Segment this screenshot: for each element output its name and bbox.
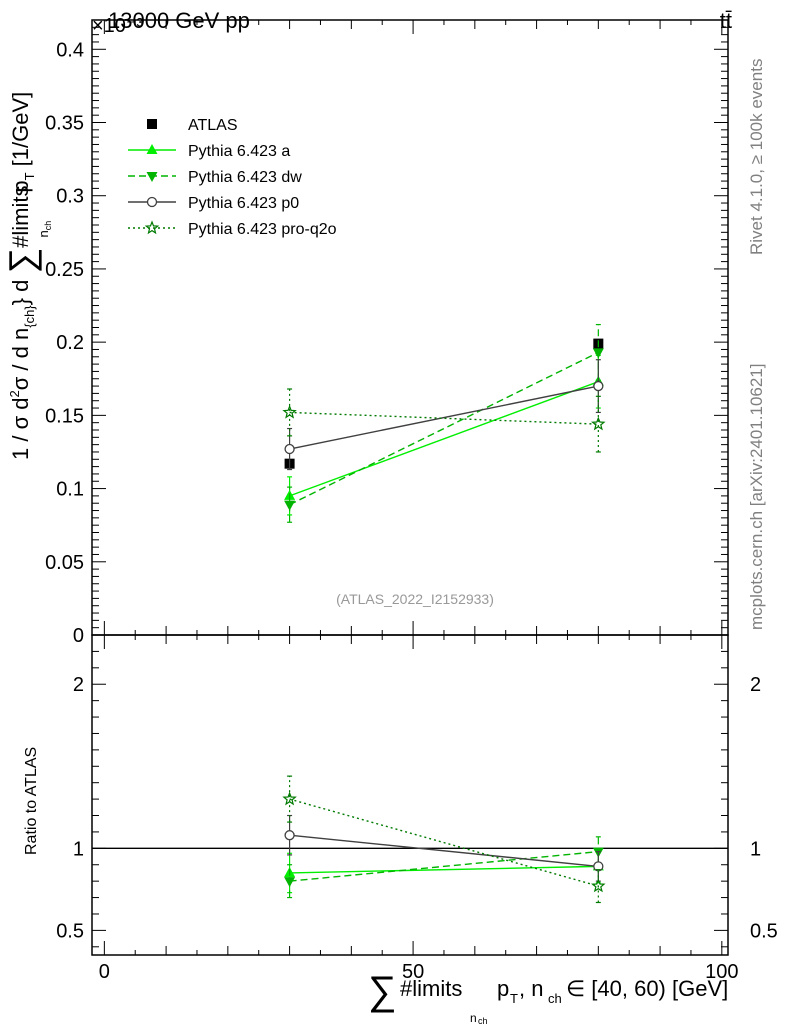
legend-entry-atlas: ATLAS [147, 117, 238, 134]
x-axis-label: ∑ #limits n ch p T , n ch ∈ [40, 60) [Ge… [368, 969, 728, 1024]
x-tick-label: 100 [705, 961, 738, 983]
legend: ATLAS Pythia 6.423 a Pythia 6.423 dw Pythia… [128, 117, 337, 238]
main-line-pythia-6-423-pro-q2o [289, 411, 599, 425]
legend-entry-pythia-6-423-a: Pythia 6.423 a [128, 143, 290, 160]
ratio-y-tick-label: 2 [73, 674, 84, 696]
svg-text:ch: ch [548, 991, 562, 1006]
legend-label: ATLAS [188, 117, 238, 134]
svg-text:n: n [470, 1011, 477, 1024]
svg-text:p: p [497, 976, 509, 1001]
svg-text:, n: , n [519, 976, 543, 1001]
legend-entry-pythia-6-423-dw: Pythia 6.423 dw [128, 169, 302, 186]
ratio-line-pythia-6-423-p0 [289, 834, 599, 868]
legend-label: Pythia 6.423 p0 [188, 195, 299, 212]
y-tick-label: 0.4 [56, 39, 84, 61]
main-line-pythia-6-423-p0 [289, 385, 599, 450]
main-point-pythia-6-423-dw [284, 500, 296, 511]
legend-entry-pythia-6-423-p0: Pythia 6.423 p0 [128, 195, 299, 212]
legend-label: Pythia 6.423 pro-q2o [188, 221, 337, 238]
ratio-line-pythia-6-423-dw [289, 850, 599, 882]
mcplots-label: mcplots.cern.ch [arXiv:2401.10621] [747, 364, 766, 630]
main-line-pythia-6-423-a [289, 381, 599, 497]
y-tick-label: 0.05 [45, 552, 84, 574]
y-tick-label: 0.15 [45, 405, 84, 427]
ratio-y-tick-label: 2 [750, 674, 761, 696]
main-point-pythia-6-423-p0 [284, 443, 295, 455]
ratio-line-pythia-6-423-pro-q2o [289, 798, 599, 887]
x-tick-label: 50 [402, 961, 424, 983]
main-point-pythia-6-423-p0 [593, 380, 604, 392]
ratio-point-pythia-6-423-pro-q2o [282, 791, 297, 806]
y-tick-label: 0.35 [45, 113, 84, 135]
y-tick-label: 0 [73, 625, 84, 647]
ratio-panel-frame [91, 634, 729, 956]
svg-text:#limits: #limits [400, 976, 462, 1001]
main-series-atlas [284, 338, 604, 469]
y-tick-label: 0.1 [56, 479, 84, 501]
svg-text:ch: ch [478, 1016, 488, 1024]
main-point-pythia-6-423-pro-q2o [591, 416, 606, 431]
legend-marker [146, 172, 158, 182]
x-tick-label: 0 [99, 961, 110, 983]
svg-text:∑: ∑ [368, 969, 397, 1013]
svg-text:T: T [510, 991, 518, 1006]
y-tick-label: 0.2 [56, 332, 84, 354]
main-series-pythia-6-423-pro-q2o [282, 388, 606, 453]
legend-entry-pythia-6-423-pro-q2o: Pythia 6.423 pro-q2o [128, 220, 337, 238]
rivet-label: Rivet 4.1.0, ≥ 100k events [747, 59, 766, 255]
ratio-ylabel: Ratio to ATLAS [23, 747, 40, 855]
legend-marker [144, 220, 160, 235]
ratio-series-pythia-6-423-pro-q2o [282, 775, 606, 904]
ratio-line-pythia-6-423-a [289, 865, 599, 874]
ratio-y-tick-label: 1 [750, 838, 761, 860]
ratio-y-tick-label: 1 [73, 838, 84, 860]
ratio-y-tick-label: 0.5 [750, 920, 778, 942]
main-point-pythia-6-423-dw [592, 348, 604, 359]
ratio-point-pythia-6-423-dw [284, 877, 296, 888]
main-point-pythia-6-423-pro-q2o [282, 404, 297, 419]
ratio-point-pythia-6-423-p0 [284, 830, 295, 841]
main-series-pythia-6-423-a [284, 354, 604, 516]
legend-label: Pythia 6.423 dw [188, 169, 302, 186]
legend-marker [147, 119, 157, 129]
main-line-pythia-6-423-dw [289, 351, 599, 506]
legend-marker [146, 196, 158, 208]
main-series-pythia-6-423-p0 [284, 359, 604, 471]
legend-label: Pythia 6.423 a [188, 143, 290, 160]
main-series-pythia-6-423-dw [284, 323, 604, 523]
legend-marker [146, 144, 158, 154]
ratio-y-tick-label: 0.5 [56, 920, 84, 942]
y-tick-label: 0.3 [56, 186, 84, 208]
main-panel-frame [91, 19, 729, 636]
ratio-point-pythia-6-423-pro-q2o [591, 878, 606, 893]
svg-text:∈ [40, 60) [GeV]: ∈ [40, 60) [GeV] [566, 976, 728, 1001]
y-tick-label: 0.25 [45, 259, 84, 281]
analysis-watermark: (ATLAS_2022_I2152933) [336, 591, 494, 607]
